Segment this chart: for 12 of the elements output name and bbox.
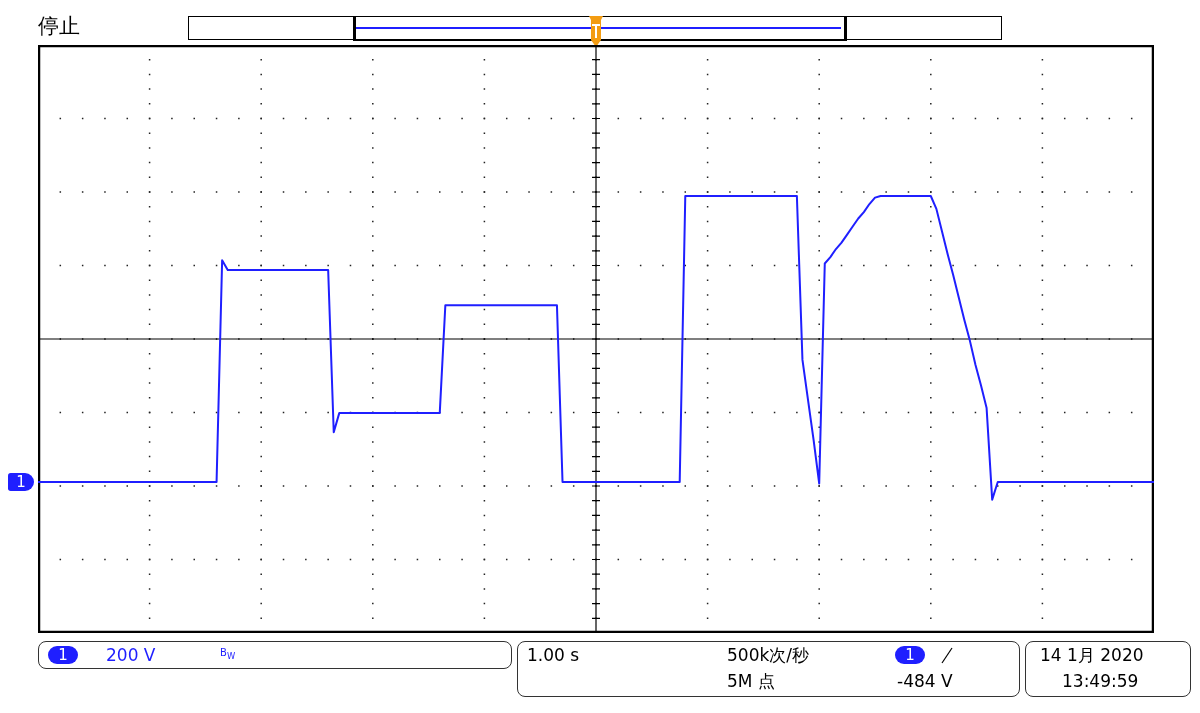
text: 14 1月 2020 — [1040, 645, 1144, 665]
text: 1.00 s — [527, 645, 580, 665]
text: 1 — [895, 646, 925, 664]
text: 1 — [8, 472, 34, 491]
text: 200 V — [106, 645, 156, 665]
text: 500k次/秒 — [727, 645, 810, 665]
text: 停止 — [38, 14, 80, 38]
text: 13:49:59 — [1062, 671, 1139, 691]
text: -484 V — [897, 671, 953, 691]
text: 5M 点 — [727, 671, 775, 691]
text: B$_{W}$ — [220, 647, 236, 662]
text: 1 — [48, 646, 78, 664]
